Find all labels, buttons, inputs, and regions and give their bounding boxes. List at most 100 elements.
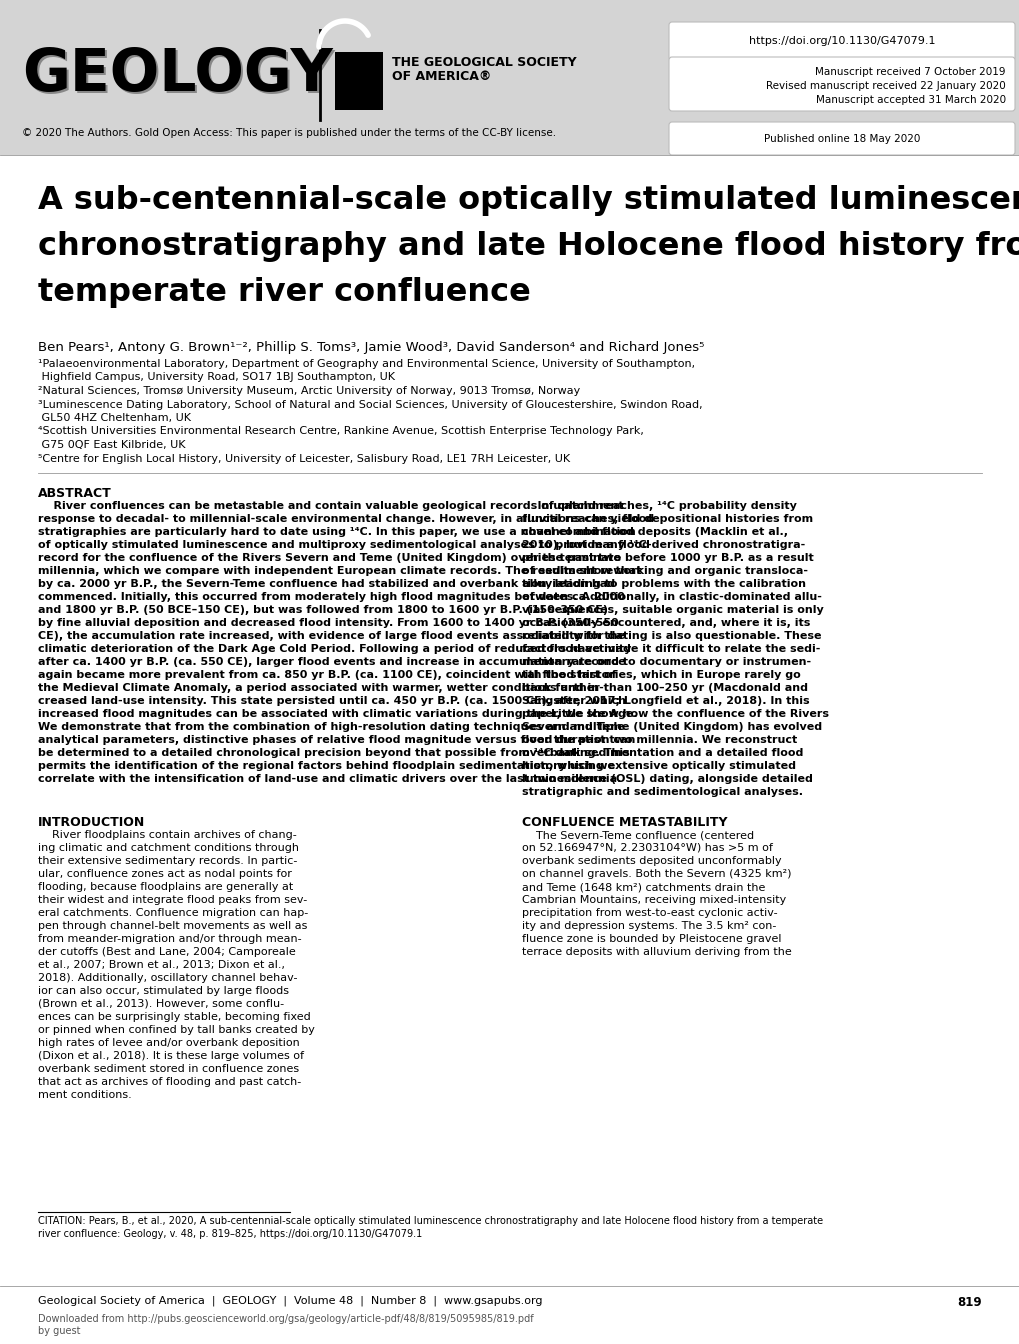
Text: Ben Pears¹, Antony G. Brown¹⁻², Phillip S. Toms³, Jamie Wood³, David Sanderson⁴ : Ben Pears¹, Antony G. Brown¹⁻², Phillip … bbox=[38, 341, 704, 353]
Text: temperate river confluence: temperate river confluence bbox=[38, 277, 530, 308]
Text: occasionally encountered, and, where it is, its: occasionally encountered, and, where it … bbox=[522, 618, 809, 628]
Text: eral catchments. Confluence migration can hap-: eral catchments. Confluence migration ca… bbox=[38, 909, 308, 918]
Text: The Severn-Teme confluence (centered: The Severn-Teme confluence (centered bbox=[522, 831, 753, 840]
Text: commenced. Initially, this occurred from moderately high flood magnitudes betwee: commenced. Initially, this occurred from… bbox=[38, 591, 625, 602]
Text: ences can be surprisingly stable, becoming fixed: ences can be surprisingly stable, becomi… bbox=[38, 1012, 311, 1021]
Text: millennia, which we compare with independent European climate records. The resul: millennia, which we compare with indepen… bbox=[38, 566, 641, 577]
Text: after ca. 1400 yr B.P. (ca. 550 CE), larger flood events and increase in accumul: after ca. 1400 yr B.P. (ca. 550 CE), lar… bbox=[38, 657, 625, 667]
Text: on channel gravels. Both the Severn (4325 km²): on channel gravels. Both the Severn (432… bbox=[522, 870, 791, 879]
Text: stratigraphies are particularly hard to date using ¹⁴C. In this paper, we use a : stratigraphies are particularly hard to … bbox=[38, 527, 635, 538]
Text: permits the identification of the regional factors behind floodplain sedimentati: permits the identification of the region… bbox=[38, 761, 614, 771]
Text: Manuscript received 7 October 2019: Manuscript received 7 October 2019 bbox=[815, 67, 1005, 77]
Text: terrace deposits with alluvium deriving from the: terrace deposits with alluvium deriving … bbox=[522, 948, 791, 957]
Text: and 1800 yr B.P. (50 BCE–150 CE), but was followed from 1800 to 1600 yr B.P. (15: and 1800 yr B.P. (50 BCE–150 CE), but wa… bbox=[38, 605, 607, 616]
Text: and Teme (1648 km²) catchments drain the: and Teme (1648 km²) catchments drain the bbox=[522, 882, 764, 892]
FancyBboxPatch shape bbox=[668, 122, 1014, 155]
Text: OF AMERICA®: OF AMERICA® bbox=[391, 70, 491, 83]
Text: ment conditions.: ment conditions. bbox=[38, 1090, 131, 1099]
Text: CE), the accumulation rate increased, with evidence of large flood events associ: CE), the accumulation rate increased, wi… bbox=[38, 630, 625, 641]
Text: GEOLOGY: GEOLOGY bbox=[22, 47, 332, 103]
FancyBboxPatch shape bbox=[668, 22, 1014, 60]
Text: record for the confluence of the Rivers Severn and Teme (United Kingdom) over th: record for the confluence of the Rivers … bbox=[38, 552, 621, 563]
Text: back further than 100–250 yr (Macdonald and: back further than 100–250 yr (Macdonald … bbox=[522, 683, 807, 694]
Text: ity and depression systems. The 3.5 km² con-: ity and depression systems. The 3.5 km² … bbox=[522, 921, 775, 931]
Text: 2018). Additionally, oscillatory channel behav-: 2018). Additionally, oscillatory channel… bbox=[38, 973, 298, 982]
Text: ⁵Centre for English Local History, University of Leicester, Salisbury Road, LE1 : ⁵Centre for English Local History, Unive… bbox=[38, 453, 570, 464]
Text: overbank sedimentation and a detailed flood: overbank sedimentation and a detailed fl… bbox=[522, 749, 803, 758]
Text: Revised manuscript received 22 January 2020: Revised manuscript received 22 January 2… bbox=[765, 81, 1005, 91]
Text: functions can yield depositional histories from: functions can yield depositional histori… bbox=[522, 513, 812, 524]
Text: ing climatic and catchment conditions through: ing climatic and catchment conditions th… bbox=[38, 843, 299, 853]
Text: stratigraphic and sedimentological analyses.: stratigraphic and sedimentological analy… bbox=[522, 788, 802, 797]
Text: INTRODUCTION: INTRODUCTION bbox=[38, 816, 145, 829]
Text: response to decadal- to millennial-scale environmental change. However, in alluv: response to decadal- to millennial-scale… bbox=[38, 513, 653, 524]
Text: again became more prevalent from ca. 850 yr B.P. (ca. 1100 CE), coincident with : again became more prevalent from ca. 850… bbox=[38, 671, 615, 680]
Text: analytical parameters, distinctive phases of relative flood magnitude versus flo: analytical parameters, distinctive phase… bbox=[38, 735, 635, 745]
Text: tion, leading to problems with the calibration: tion, leading to problems with the calib… bbox=[522, 579, 805, 589]
Text: GEOLOGY: GEOLOGY bbox=[24, 48, 334, 105]
Text: overbank sediment stored in confluence zones: overbank sediment stored in confluence z… bbox=[38, 1064, 299, 1074]
Text: increased flood magnitudes can be associated with climatic variations during the: increased flood magnitudes can be associ… bbox=[38, 710, 637, 719]
Bar bbox=[334, 52, 382, 110]
Text: In upland reaches, ¹⁴C probability density: In upland reaches, ¹⁴C probability densi… bbox=[522, 501, 796, 511]
Text: creased land-use intensity. This state persisted until ca. 450 yr B.P. (ca. 1500: creased land-use intensity. This state p… bbox=[38, 696, 626, 706]
Text: overbank sediments deposited unconformably: overbank sediments deposited unconformab… bbox=[522, 856, 781, 866]
Text: River confluences can be metastable and contain valuable geological records of c: River confluences can be metastable and … bbox=[38, 501, 623, 511]
Text: ABSTRACT: ABSTRACT bbox=[38, 487, 112, 500]
Text: Geological Society of America  |  GEOLOGY  |  Volume 48  |  Number 8  |  www.gsa: Geological Society of America | GEOLOGY … bbox=[38, 1296, 542, 1306]
Text: phies terminate before 1000 yr B.P. as a result: phies terminate before 1000 yr B.P. as a… bbox=[522, 552, 813, 563]
Text: Downloaded from http://pubs.geoscienceworld.org/gsa/geology/article-pdf/48/8/819: Downloaded from http://pubs.geosciencewo… bbox=[38, 1314, 533, 1324]
Text: © 2020 The Authors. Gold Open Access: This paper is published under the terms of: © 2020 The Authors. Gold Open Access: Th… bbox=[22, 128, 555, 138]
Text: ior can also occur, stimulated by large floods: ior can also occur, stimulated by large … bbox=[38, 986, 288, 996]
Text: by ca. 2000 yr B.P., the Severn-Teme confluence had stabilized and overbank allu: by ca. 2000 yr B.P., the Severn-Teme con… bbox=[38, 579, 614, 589]
Text: Manuscript accepted 31 March 2020: Manuscript accepted 31 March 2020 bbox=[815, 95, 1005, 105]
Text: history using extensive optically stimulated: history using extensive optically stimul… bbox=[522, 761, 795, 771]
Text: (Dixon et al., 2018). It is these large volumes of: (Dixon et al., 2018). It is these large … bbox=[38, 1051, 304, 1060]
Text: Cambrian Mountains, receiving mixed-intensity: Cambrian Mountains, receiving mixed-inte… bbox=[522, 895, 786, 905]
Text: G75 0QF East Kilbride, UK: G75 0QF East Kilbride, UK bbox=[38, 439, 185, 450]
Text: precipitation from west-to-east cyclonic activ-: precipitation from west-to-east cyclonic… bbox=[522, 909, 776, 918]
Text: their widest and integrate flood peaks from sev-: their widest and integrate flood peaks f… bbox=[38, 895, 307, 905]
Text: der cutoffs (Best and Lane, 2004; Camporeale: der cutoffs (Best and Lane, 2004; Campor… bbox=[38, 948, 296, 957]
FancyBboxPatch shape bbox=[668, 56, 1014, 112]
Text: CITATION: Pears, B., et al., 2020, A sub-centennial-scale optically stimulated l: CITATION: Pears, B., et al., 2020, A sub… bbox=[38, 1216, 822, 1226]
Text: fluence zone is bounded by Pleistocene gravel: fluence zone is bounded by Pleistocene g… bbox=[522, 934, 781, 943]
Text: https://doi.org/10.1130/G47079.1: https://doi.org/10.1130/G47079.1 bbox=[748, 36, 934, 46]
Text: Severn and Teme (United Kingdom) has evolved: Severn and Teme (United Kingdom) has evo… bbox=[522, 722, 821, 732]
Text: ular, confluence zones act as nodal points for: ular, confluence zones act as nodal poin… bbox=[38, 870, 291, 879]
Text: mentary record to documentary or instrumen-: mentary record to documentary or instrum… bbox=[522, 657, 810, 667]
Text: 819: 819 bbox=[957, 1296, 981, 1309]
Text: Published online 18 May 2020: Published online 18 May 2020 bbox=[763, 133, 919, 144]
Text: reliability for dating is also questionable. These: reliability for dating is also questiona… bbox=[522, 630, 820, 641]
Text: CONFLUENCE METASTABILITY: CONFLUENCE METASTABILITY bbox=[522, 816, 727, 829]
Text: the Medieval Climate Anomaly, a period associated with warmer, wetter conditions: the Medieval Climate Anomaly, a period a… bbox=[38, 683, 603, 694]
Text: that act as archives of flooding and past catch-: that act as archives of flooding and pas… bbox=[38, 1077, 301, 1087]
Text: by guest: by guest bbox=[38, 1327, 81, 1336]
Text: on 52.166947°N, 2.2303104°W) has >5 m of: on 52.166947°N, 2.2303104°W) has >5 m of bbox=[522, 843, 772, 853]
Text: factors have made it difficult to relate the sedi-: factors have made it difficult to relate… bbox=[522, 644, 819, 655]
Text: ³Luminescence Dating Laboratory, School of Natural and Social Sciences, Universi: ³Luminescence Dating Laboratory, School … bbox=[38, 399, 702, 410]
Text: ⁴Scottish Universities Environmental Research Centre, Rankine Avenue, Scottish E: ⁴Scottish Universities Environmental Res… bbox=[38, 426, 643, 437]
Text: over the past two millennia. We reconstruct: over the past two millennia. We reconstr… bbox=[522, 735, 797, 745]
Text: GL50 4HZ Cheltenham, UK: GL50 4HZ Cheltenham, UK bbox=[38, 413, 191, 423]
Text: river confluence: Geology, v. 48, p. 819–825, https://doi.org/10.1130/G47079.1: river confluence: Geology, v. 48, p. 819… bbox=[38, 1228, 422, 1239]
Text: tal flood histories, which in Europe rarely go: tal flood histories, which in Europe rar… bbox=[522, 671, 800, 680]
Text: flooding, because floodplains are generally at: flooding, because floodplains are genera… bbox=[38, 882, 293, 892]
Text: chronostratigraphy and late Holocene flood history from a: chronostratigraphy and late Holocene flo… bbox=[38, 231, 1019, 262]
Text: A sub-centennial-scale optically stimulated luminescence: A sub-centennial-scale optically stimula… bbox=[38, 185, 1019, 216]
Text: of sediment reworking and organic transloca-: of sediment reworking and organic transl… bbox=[522, 566, 807, 577]
Bar bbox=[0, 0, 1019, 155]
Text: vial sequences, suitable organic material is only: vial sequences, suitable organic materia… bbox=[522, 605, 823, 616]
Text: THE GEOLOGICAL SOCIETY: THE GEOLOGICAL SOCIETY bbox=[391, 55, 576, 69]
Text: luminescence (OSL) dating, alongside detailed: luminescence (OSL) dating, alongside det… bbox=[522, 774, 812, 784]
Text: pen through channel-belt movements as well as: pen through channel-belt movements as we… bbox=[38, 921, 307, 931]
Text: climatic deterioration of the Dark Age Cold Period. Following a period of reduce: climatic deterioration of the Dark Age C… bbox=[38, 644, 631, 655]
Text: of dates. Additionally, in clastic-dominated allu-: of dates. Additionally, in clastic-domin… bbox=[522, 591, 821, 602]
Text: ¹Palaeoenvironmental Laboratory, Department of Geography and Environmental Scien: ¹Palaeoenvironmental Laboratory, Departm… bbox=[38, 359, 694, 370]
Text: by fine alluvial deposition and decreased flood intensity. From 1600 to 1400 yr : by fine alluvial deposition and decrease… bbox=[38, 618, 618, 628]
Text: We demonstrate that from the combination of high-resolution dating techniques an: We demonstrate that from the combination… bbox=[38, 722, 625, 732]
Text: et al., 2007; Brown et al., 2013; Dixon et al.,: et al., 2007; Brown et al., 2013; Dixon … bbox=[38, 960, 284, 970]
Text: high rates of levee and/or overbank deposition: high rates of levee and/or overbank depo… bbox=[38, 1038, 300, 1048]
Text: or pinned when confined by tall banks created by: or pinned when confined by tall banks cr… bbox=[38, 1025, 315, 1035]
Text: 2010), but many ¹⁴C-derived chronostratigra-: 2010), but many ¹⁴C-derived chronostrati… bbox=[522, 540, 804, 550]
